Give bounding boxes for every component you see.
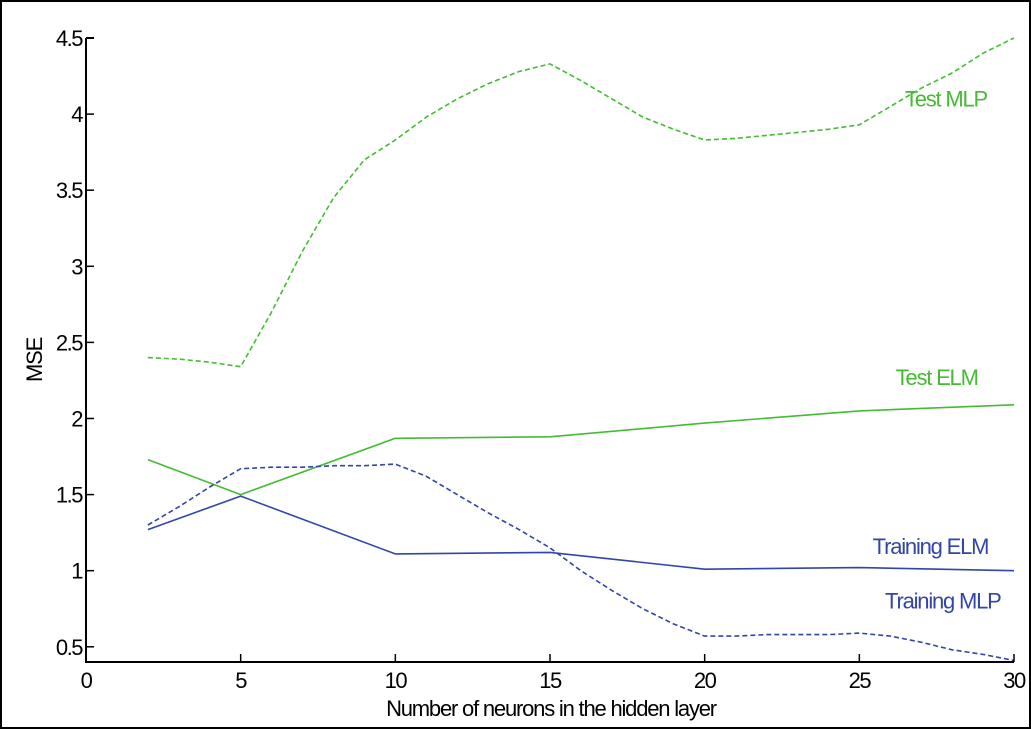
x-tick-label: 15 [539, 668, 562, 693]
y-tick-label: 0.5 [56, 635, 83, 660]
series-line-training-mlp [147, 463, 1014, 662]
x-tick-label: 10 [385, 668, 408, 693]
x-axis-ticks: 0 5 10 15 20 25 30 [81, 654, 1027, 693]
y-axis-label: MSE [22, 337, 47, 382]
y-tick-label: 3.5 [56, 178, 83, 203]
series-label-test-elm: Test ELM [896, 365, 978, 390]
y-tick-label: 4.5 [56, 26, 83, 51]
series-label-training-mlp: Training MLP [885, 589, 1001, 614]
y-tick-label: 3 [71, 254, 83, 279]
y-tick-label: 2.5 [56, 330, 83, 355]
x-tick-label: 5 [235, 668, 247, 693]
series-line-test-mlp [147, 37, 1014, 368]
y-axis-ticks: 0.5 1 1.5 2 2.5 3 3.5 4 4.5 [56, 26, 94, 660]
series-label-test-mlp: Test MLP [905, 86, 988, 111]
x-tick-label: 20 [694, 668, 717, 693]
plot-lines [147, 37, 1014, 662]
series-line-training-elm [147, 495, 1014, 572]
y-tick-label: 1.5 [56, 483, 83, 508]
x-tick-label: 30 [1003, 668, 1026, 693]
series-label-training-elm: Training ELM [873, 534, 989, 559]
x-axis-label: Number of neurons in the hidden layer [386, 696, 717, 721]
x-tick-label: 0 [81, 668, 93, 693]
y-tick-label: 1 [71, 559, 83, 584]
y-tick-label: 2 [71, 406, 83, 431]
series-labels: Test MLP Test ELM Training ELM Training MLP [873, 86, 1003, 614]
y-tick-label: 4 [71, 102, 83, 127]
series-line-test-elm [147, 404, 1014, 496]
x-tick-label: 25 [849, 668, 872, 693]
